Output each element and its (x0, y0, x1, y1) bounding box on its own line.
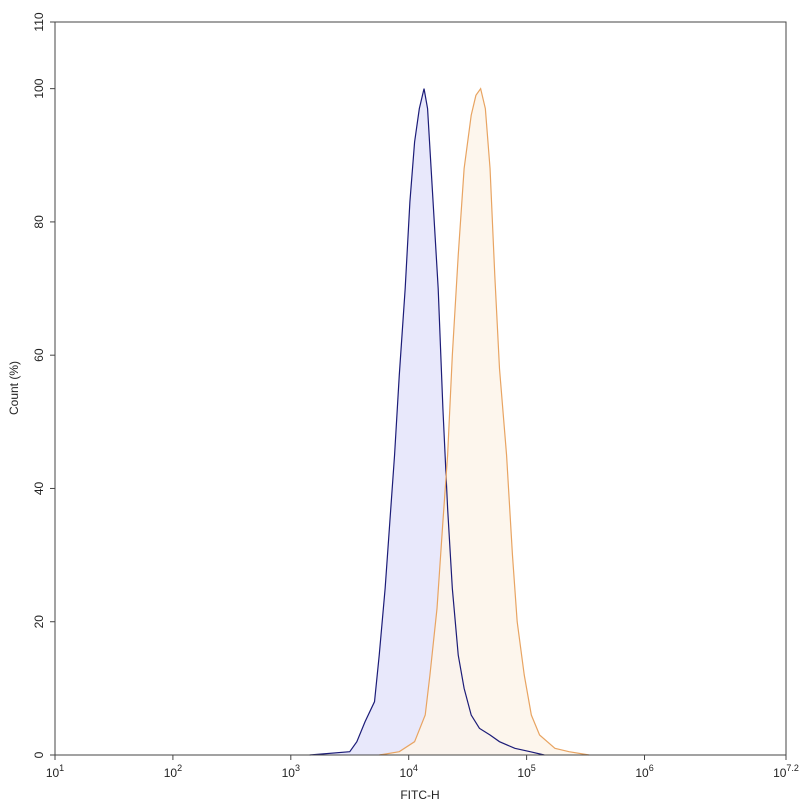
area-fill (309, 88, 545, 755)
y-tick-label: 40 (32, 481, 46, 495)
x-tick-label: 105 (517, 763, 535, 780)
y-tick-label: 60 (32, 348, 46, 362)
x-tick-label: 104 (400, 763, 418, 780)
x-axis-title: FITC-H (400, 788, 439, 802)
tick-exponent: 1 (59, 763, 64, 773)
area-fill (379, 88, 590, 755)
tick-exponent: 6 (649, 763, 654, 773)
tick-base: 10 (517, 766, 531, 780)
series-line (309, 88, 545, 756)
tick-base: 10 (400, 766, 414, 780)
tick-exponent: 5 (531, 763, 536, 773)
tick-exponent: 2 (177, 763, 182, 773)
tick-exponent: 4 (413, 763, 418, 773)
y-tick-label: 100 (32, 78, 46, 98)
x-tick-label: 107.2 (773, 763, 799, 780)
plot-frame (54, 21, 787, 756)
x-tick-label: 103 (282, 763, 300, 780)
tick-exponent: 7.2 (786, 763, 799, 773)
x-tick-label: 106 (635, 763, 653, 780)
y-axis-title: Count (%) (7, 361, 21, 415)
y-tick-label: 110 (32, 12, 46, 31)
tick-base: 10 (282, 766, 296, 780)
tick-base: 10 (46, 766, 60, 780)
x-tick-label: 101 (46, 763, 64, 780)
y-tick-label: 80 (32, 215, 46, 229)
series-line (379, 87, 590, 756)
tick-base: 10 (635, 766, 649, 780)
x-tick-label: 102 (164, 763, 182, 780)
tick-exponent: 3 (295, 763, 300, 773)
y-tick-label: 20 (32, 615, 46, 629)
y-tick-label: 0 (32, 751, 46, 758)
tick-base: 10 (164, 766, 178, 780)
tick-base: 10 (773, 766, 787, 780)
